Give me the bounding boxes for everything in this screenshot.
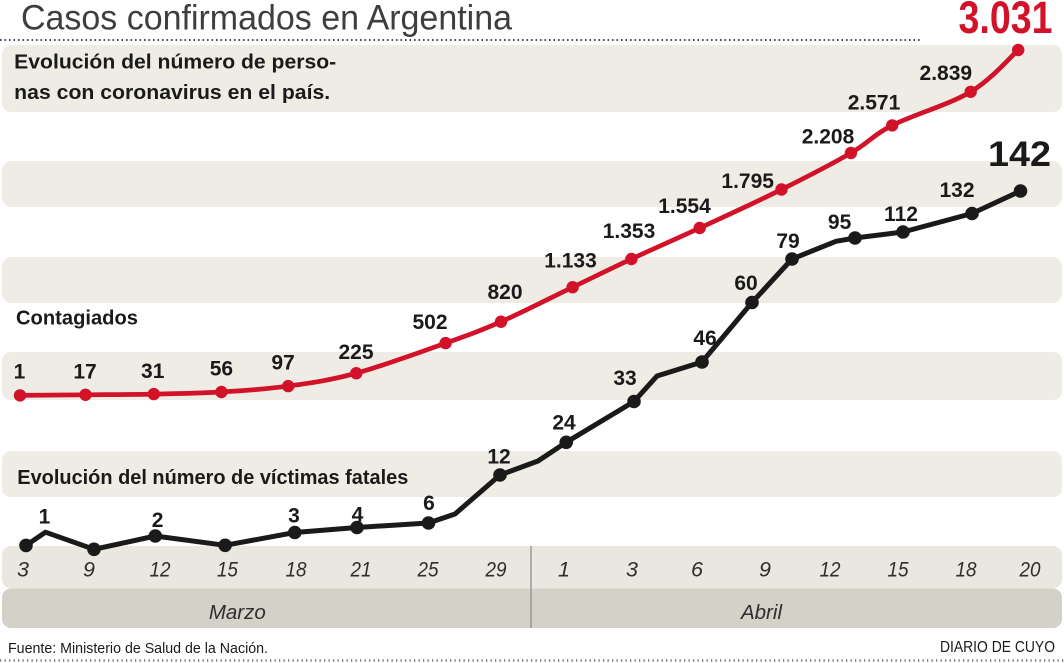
svg-text:25: 25 bbox=[417, 558, 440, 582]
svg-text:33: 33 bbox=[613, 367, 636, 390]
svg-text:Abril: Abril bbox=[739, 601, 783, 624]
svg-text:9: 9 bbox=[759, 558, 771, 582]
svg-text:15: 15 bbox=[888, 558, 910, 582]
svg-text:3.031: 3.031 bbox=[959, 0, 1053, 43]
svg-text:46: 46 bbox=[693, 327, 716, 350]
svg-text:18: 18 bbox=[286, 558, 307, 582]
svg-text:112: 112 bbox=[884, 203, 918, 226]
svg-text:4: 4 bbox=[352, 504, 364, 527]
svg-text:1: 1 bbox=[558, 558, 570, 582]
svg-text:225: 225 bbox=[338, 341, 373, 364]
svg-text:Evolución del número de perso-: Evolución del número de perso- bbox=[14, 51, 336, 74]
svg-text:Marzo: Marzo bbox=[209, 601, 266, 624]
svg-text:Contagiados: Contagiados bbox=[16, 306, 138, 329]
svg-text:DIARIO DE CUYO: DIARIO DE CUYO bbox=[940, 639, 1055, 656]
svg-text:18: 18 bbox=[956, 558, 977, 582]
svg-text:1: 1 bbox=[39, 506, 51, 529]
svg-text:820: 820 bbox=[487, 281, 522, 304]
svg-text:9: 9 bbox=[83, 558, 95, 582]
svg-text:nas con coronavirus en el país: nas con coronavirus en el país. bbox=[14, 81, 330, 104]
svg-text:56: 56 bbox=[210, 357, 233, 380]
svg-text:3: 3 bbox=[288, 505, 300, 528]
svg-text:95: 95 bbox=[828, 211, 852, 234]
svg-text:20: 20 bbox=[1019, 558, 1041, 582]
svg-text:60: 60 bbox=[734, 272, 757, 295]
svg-text:2.571: 2.571 bbox=[848, 92, 901, 115]
svg-text:21: 21 bbox=[350, 558, 372, 582]
svg-text:6: 6 bbox=[423, 492, 435, 515]
svg-text:Evolución del número de víctim: Evolución del número de víctimas fatales bbox=[17, 466, 408, 489]
svg-text:24: 24 bbox=[552, 411, 576, 434]
svg-text:97: 97 bbox=[271, 351, 294, 374]
svg-text:Casos confirmados en Argentina: Casos confirmados en Argentina bbox=[21, 0, 513, 38]
svg-text:31: 31 bbox=[141, 360, 165, 383]
svg-text:Fuente: Ministerio de Salud de: Fuente: Ministerio de Salud de la Nación… bbox=[8, 640, 268, 657]
svg-text:6: 6 bbox=[691, 558, 703, 582]
svg-text:79: 79 bbox=[776, 230, 799, 253]
svg-text:29: 29 bbox=[485, 558, 507, 582]
svg-text:15: 15 bbox=[217, 558, 239, 582]
svg-text:142: 142 bbox=[988, 135, 1051, 174]
svg-text:3: 3 bbox=[626, 558, 638, 582]
svg-text:1.353: 1.353 bbox=[603, 220, 656, 243]
svg-text:17: 17 bbox=[73, 360, 96, 383]
svg-text:12: 12 bbox=[150, 558, 171, 582]
svg-text:1.795: 1.795 bbox=[721, 170, 774, 193]
svg-text:2: 2 bbox=[152, 509, 164, 532]
svg-text:3: 3 bbox=[17, 558, 29, 582]
svg-text:132: 132 bbox=[939, 179, 974, 202]
svg-text:12: 12 bbox=[487, 446, 510, 469]
svg-text:12: 12 bbox=[820, 558, 841, 582]
svg-text:2.839: 2.839 bbox=[920, 62, 973, 85]
svg-text:1: 1 bbox=[14, 361, 26, 384]
svg-text:1.133: 1.133 bbox=[544, 249, 597, 272]
svg-text:502: 502 bbox=[412, 311, 447, 334]
svg-text:1.554: 1.554 bbox=[658, 195, 711, 218]
svg-text:2.208: 2.208 bbox=[802, 126, 855, 149]
